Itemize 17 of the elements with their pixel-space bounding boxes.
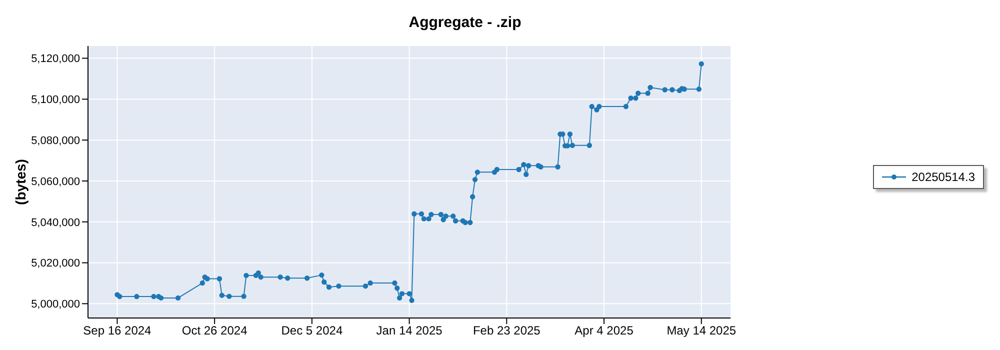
y-tick-label: 5,000,000	[31, 298, 80, 311]
x-tick-label: Apr 4 2025	[574, 324, 634, 338]
y-tick-label: 5,080,000	[31, 134, 80, 147]
x-tick-label: Oct 26 2024	[182, 324, 248, 338]
x-tick-label: Dec 5 2024	[281, 324, 343, 338]
legend-label: 20250514.3	[912, 170, 975, 184]
y-tick-label: 5,020,000	[31, 258, 80, 270]
chart-title: Aggregate - .zip	[408, 14, 522, 31]
x-tick-label: Feb 23 2025	[472, 324, 541, 338]
x-tick-label: May 14 2025	[666, 324, 736, 338]
y-tick-label: 5,100,000	[31, 94, 80, 106]
x-tick-label: Sep 16 2024	[83, 324, 152, 338]
y-tick-label: 5,120,000	[31, 53, 80, 66]
y-tick-label: 5,060,000	[31, 176, 80, 188]
y-tick-label: 5,040,000	[31, 216, 80, 229]
x-tick-label: Jan 14 2025	[376, 324, 443, 338]
y-axis-title: (bytes)	[12, 159, 29, 205]
